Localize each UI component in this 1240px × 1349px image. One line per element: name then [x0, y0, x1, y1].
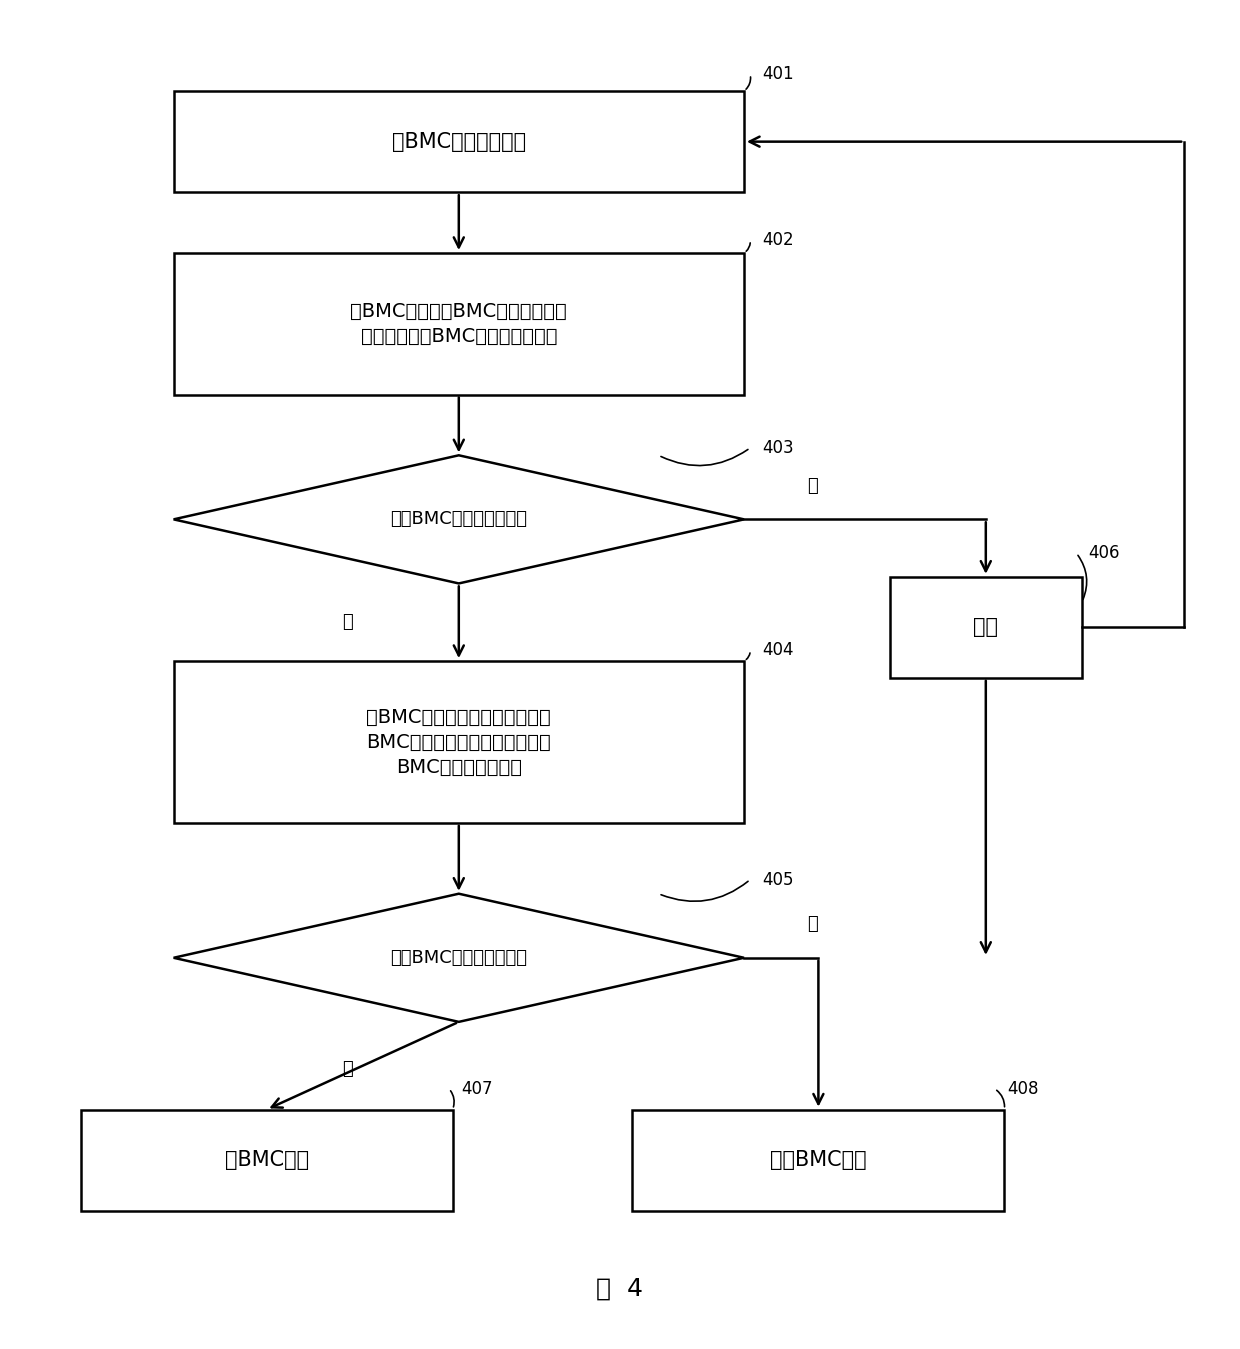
Bar — [81, 1109, 453, 1211]
Text: 406: 406 — [1089, 544, 1120, 563]
Text: 405: 405 — [763, 870, 794, 889]
Text: 是: 是 — [807, 476, 817, 495]
Polygon shape — [174, 894, 744, 1023]
Bar — [174, 92, 744, 192]
Bar — [632, 1109, 1004, 1211]
Text: 本BMC清除信号标识: 本BMC清除信号标识 — [392, 132, 526, 151]
Text: 407: 407 — [461, 1079, 492, 1098]
Text: 对方BMC胜出: 对方BMC胜出 — [770, 1151, 867, 1170]
Text: 否: 否 — [342, 614, 352, 631]
Bar — [174, 254, 744, 394]
Polygon shape — [174, 456, 744, 583]
Text: 本BMC告诉对方BMC自身无信号标
识，询问对方BMC是否有信号标识: 本BMC告诉对方BMC自身无信号标 识，询问对方BMC是否有信号标识 — [351, 302, 567, 345]
Bar — [890, 577, 1081, 677]
Bar — [174, 661, 744, 823]
Text: 403: 403 — [763, 438, 795, 457]
Text: 是: 是 — [807, 915, 817, 934]
Text: 对方BMC是否有信号标识: 对方BMC是否有信号标识 — [391, 510, 527, 529]
Text: 402: 402 — [763, 231, 795, 250]
Text: 408: 408 — [1007, 1079, 1038, 1098]
Text: 本BMC设置信号标识，告诉对方
BMC自身有信号标识，询问对方
BMC是否有信号标识: 本BMC设置信号标识，告诉对方 BMC自身有信号标识，询问对方 BMC是否有信号… — [367, 707, 551, 777]
Text: 否: 否 — [342, 1060, 352, 1078]
Text: 图  4: 图 4 — [596, 1276, 644, 1300]
Text: 401: 401 — [763, 65, 795, 84]
Text: 404: 404 — [763, 641, 794, 660]
Text: 本BMC胜出: 本BMC胜出 — [224, 1151, 309, 1170]
Text: 延迟: 延迟 — [973, 618, 998, 637]
Text: 对方BMC是否有信号标识: 对方BMC是否有信号标识 — [391, 948, 527, 967]
